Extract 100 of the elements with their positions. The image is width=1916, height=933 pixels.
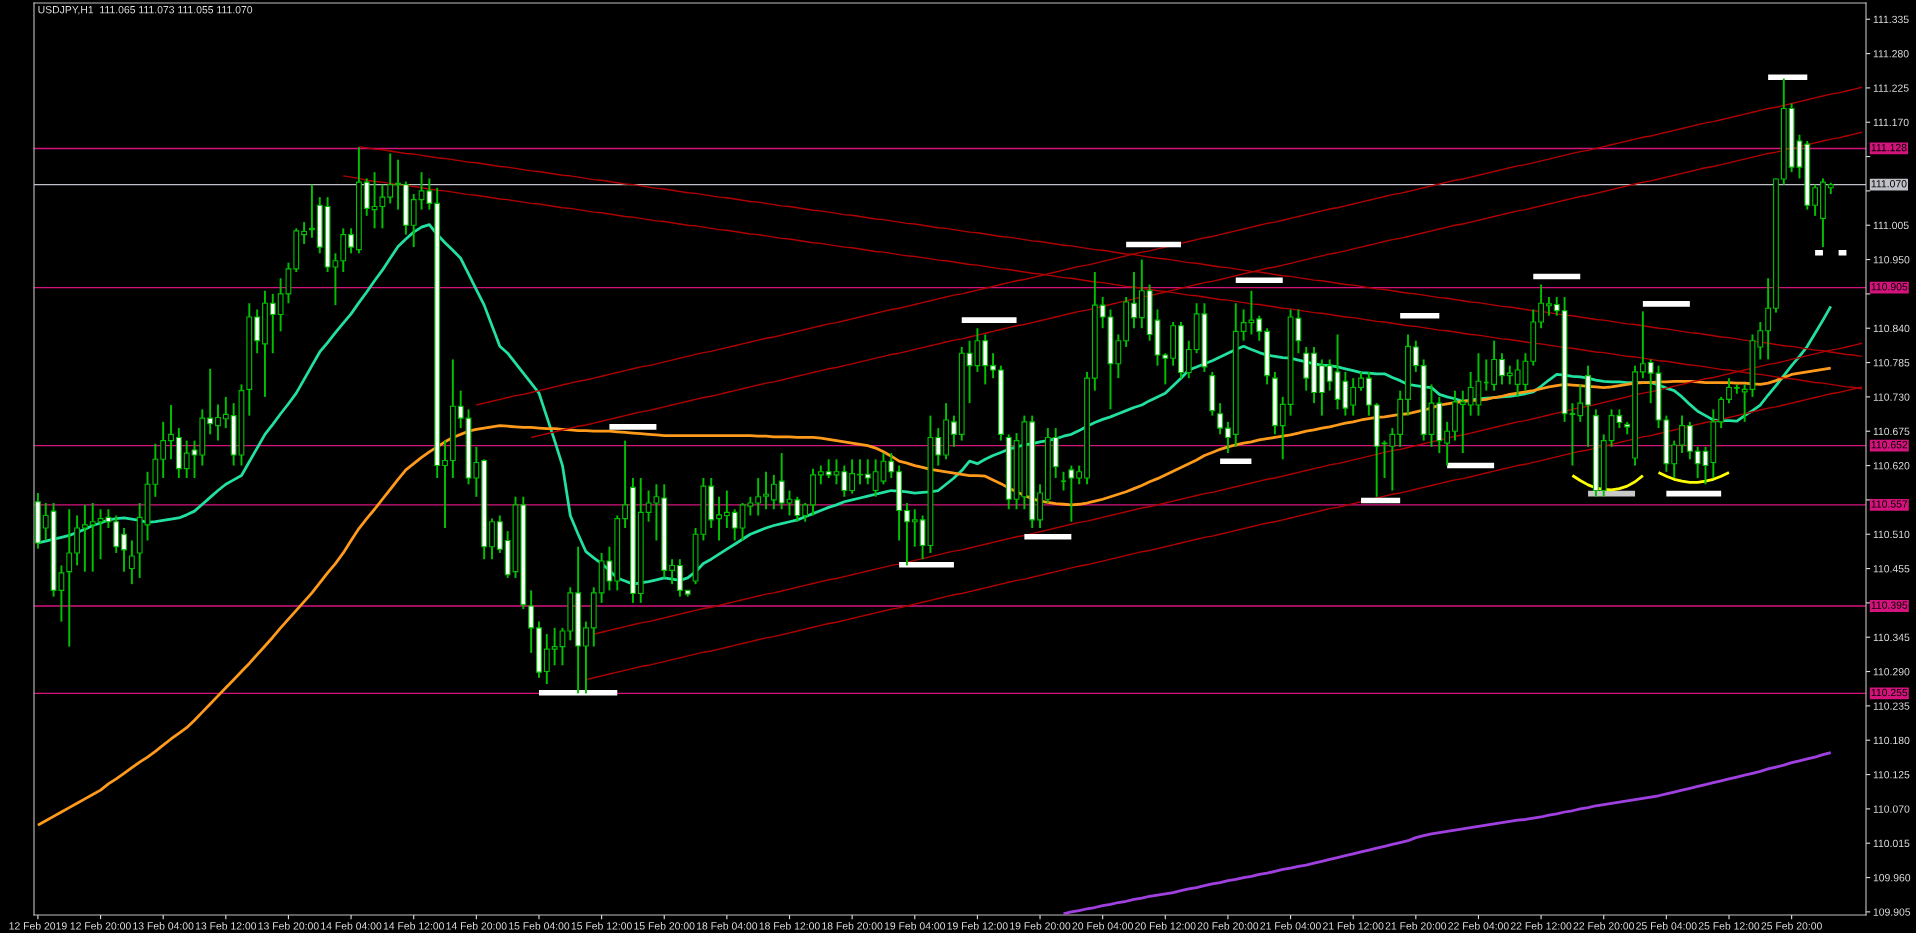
y-tick-label: 110.620: [1873, 462, 1910, 470]
x-tick-label: 25 Feb 04:00: [1636, 921, 1697, 930]
chart-title: USDJPY,H1 111.065 111.073 111.055 111.070: [38, 6, 253, 15]
x-tick-label: 18 Feb 04:00: [696, 921, 758, 930]
candlestick: [1639, 310, 1646, 380]
candlestick: [1256, 314, 1263, 342]
y-tick-label: 111.005: [1873, 221, 1909, 230]
candlestick: [1068, 464, 1075, 523]
x-tick-label: 14 Feb 04:00: [321, 921, 382, 930]
x-tick-label: 14 Feb 12:00: [383, 921, 444, 930]
candlestick: [1459, 389, 1466, 455]
candlestick: [1812, 183, 1819, 217]
x-tick-label: 20 Feb 12:00: [1135, 921, 1196, 930]
candlestick: [543, 633, 550, 685]
candlestick: [1217, 402, 1224, 436]
candlestick: [81, 503, 88, 573]
x-tick-label: 13 Feb 20:00: [258, 921, 319, 930]
candlestick: [301, 221, 308, 245]
candlestick: [841, 464, 848, 498]
candlestick: [1326, 358, 1333, 392]
x-tick-label: 19 Feb 20:00: [1010, 921, 1071, 930]
candlestick: [254, 308, 261, 355]
candlestick: [990, 352, 996, 380]
x-tick-label: 18 Feb 20:00: [822, 921, 883, 930]
y-tick-label: 110.345: [1873, 633, 1910, 642]
candlestick: [622, 439, 628, 529]
candlestick: [888, 452, 895, 480]
candlestick: [911, 508, 918, 548]
candlestick: [348, 227, 354, 255]
candlestick: [1358, 370, 1364, 392]
x-tick-label: 21 Feb 20:00: [1385, 921, 1447, 930]
candlestick: [1444, 420, 1451, 467]
y-tick-label: 111.280: [1873, 50, 1909, 58]
ref-line-label: 110.652: [1871, 441, 1908, 449]
candlestick: [42, 502, 49, 542]
candlestick: [935, 427, 942, 467]
candlestick: [395, 158, 401, 211]
y-tick-label: 109.905: [1873, 908, 1911, 916]
candlestick: [1726, 377, 1732, 405]
x-tick-label: 19 Feb 04:00: [884, 921, 946, 930]
candlestick: [802, 502, 809, 523]
candlestick: [269, 292, 276, 355]
x-tick-label: 13 Feb 12:00: [195, 921, 257, 930]
candlestick: [904, 502, 910, 567]
candlestick: [457, 389, 464, 430]
candlestick: [716, 495, 722, 542]
candlestick: [1577, 383, 1584, 423]
y-tick-label: 110.730: [1873, 393, 1910, 401]
y-tick-label: 110.070: [1873, 805, 1910, 813]
candlestick: [723, 489, 730, 529]
candlestick: [1499, 352, 1505, 386]
ref-line-label: 110.905: [1871, 283, 1908, 291]
candlestick: [1538, 283, 1544, 330]
candlestick: [770, 473, 777, 511]
ref-line-label: 111.128: [1871, 143, 1907, 152]
y-tick-label: 110.510: [1873, 530, 1910, 539]
y-tick-label: 110.290: [1873, 668, 1910, 676]
candlestick: [309, 183, 315, 239]
candlestick: [1076, 464, 1083, 486]
ref-line-label: 110.557: [1871, 500, 1908, 508]
candlestick: [215, 403, 221, 442]
candlestick: [89, 502, 96, 573]
candlestick: [763, 470, 769, 511]
candlestick: [66, 508, 73, 648]
ref-line-label: 110.395: [1871, 601, 1908, 609]
candlestick: [1350, 377, 1357, 417]
x-tick-label: 15 Feb 04:00: [509, 921, 570, 930]
candlestick: [1506, 364, 1513, 386]
candlestick: [1765, 277, 1772, 361]
y-tick-label: 111.335: [1873, 15, 1909, 24]
candlestick: [755, 477, 762, 517]
x-tick-label: 12 Feb 2019: [9, 921, 67, 930]
x-tick-label: 22 Feb 04:00: [1448, 921, 1509, 930]
candlestick: [1718, 395, 1725, 430]
x-tick-label: 21 Feb 04:00: [1260, 921, 1321, 930]
x-tick-label: 15 Feb 20:00: [634, 921, 695, 930]
candlestick: [128, 539, 135, 586]
y-tick-label: 110.675: [1873, 427, 1910, 436]
x-tick-label: 18 Feb 12:00: [759, 921, 820, 930]
candlestick: [1546, 296, 1552, 317]
x-tick-label: 15 Feb 12:00: [571, 921, 632, 930]
candlestick: [778, 452, 785, 511]
candlestick: [1162, 352, 1169, 386]
candlestick: [1115, 333, 1122, 380]
x-tick-label: 25 Feb 12:00: [1698, 921, 1760, 930]
candlestick: [1694, 445, 1701, 480]
candlestick: [168, 404, 174, 461]
candlestick: [1279, 395, 1286, 461]
candlestick: [1671, 439, 1678, 480]
y-tick-label: 111.225: [1873, 84, 1909, 92]
candlestick: [669, 558, 675, 586]
candlestick: [1679, 414, 1685, 455]
candlestick: [1412, 339, 1419, 373]
x-tick-label: 22 Feb 12:00: [1510, 921, 1572, 930]
candlestick: [160, 420, 167, 480]
candlestick: [121, 527, 127, 573]
line-series: [1062, 751, 1833, 915]
y-tick-label: 110.455: [1873, 565, 1910, 573]
x-tick-label: 14 Feb 20:00: [446, 921, 507, 930]
y-tick-label: 110.950: [1873, 256, 1910, 264]
